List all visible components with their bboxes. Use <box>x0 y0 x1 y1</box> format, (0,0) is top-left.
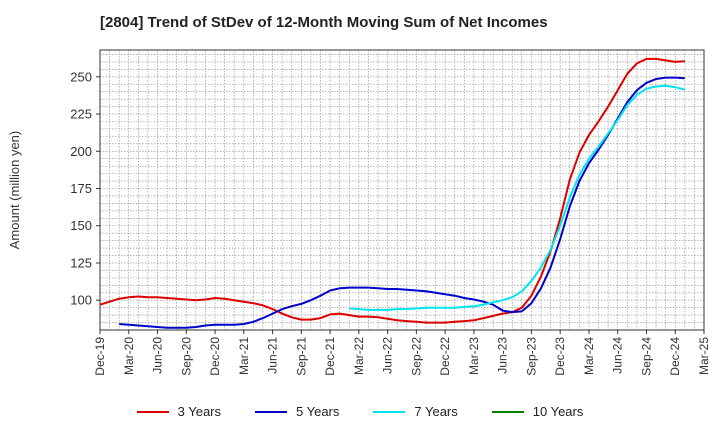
y-axis: 100 125 150 175 200 225 250 <box>70 69 100 308</box>
legend-item: 3 Years <box>136 404 221 419</box>
x-tick-label: Mar-23 <box>467 337 481 375</box>
x-tick-label: Jun-23 <box>496 337 510 374</box>
legend: 3 Years 5 Years 7 Years 10 Years <box>0 404 720 419</box>
legend-item: 7 Years <box>373 404 458 419</box>
x-tick-label: Sep-21 <box>294 337 308 376</box>
y-tick-label: 250 <box>70 69 92 84</box>
x-tick-label: Dec-21 <box>323 337 337 376</box>
x-tick-label: Sep-22 <box>409 337 423 376</box>
legend-label: 7 Years <box>414 404 458 419</box>
x-tick-label: Dec-22 <box>438 337 452 376</box>
x-tick-label: Sep-20 <box>179 337 193 376</box>
series-line-5-years <box>119 76 685 329</box>
y-tick-label: 175 <box>70 181 92 196</box>
series-line-3-years <box>99 57 685 324</box>
x-tick-label: Mar-21 <box>237 337 251 375</box>
legend-swatch <box>491 410 524 413</box>
series-line-7-years <box>349 84 686 311</box>
y-tick-label: 225 <box>70 107 92 122</box>
x-tick-label: Sep-23 <box>524 337 538 376</box>
x-axis: Dec-19 Mar-20 Jun-20 Sep-20 Dec-20 Mar-21 Jun-… <box>93 330 711 376</box>
y-tick-label: 125 <box>70 255 92 270</box>
y-tick-label: 200 <box>70 144 92 159</box>
x-tick-label: Mar-24 <box>582 337 596 375</box>
grid <box>100 50 704 330</box>
legend-label: 3 Years <box>177 404 221 419</box>
x-tick-label: Dec-19 <box>93 337 107 376</box>
y-tick-label: 100 <box>70 293 92 308</box>
y-axis-label: Amount (million yen) <box>7 131 22 250</box>
x-tick-label: Jun-24 <box>611 337 625 374</box>
legend-label: 10 Years <box>532 404 584 419</box>
x-tick-label: Dec-24 <box>668 337 682 376</box>
chart-title: [2804] Trend of StDev of 12-Month Moving… <box>100 14 548 31</box>
legend-swatch <box>255 410 287 413</box>
legend-item: 10 Years <box>491 404 584 419</box>
x-tick-label: Sep-24 <box>639 337 653 376</box>
x-tick-label: Mar-20 <box>122 337 136 375</box>
x-tick-label: Dec-20 <box>208 337 222 376</box>
x-tick-label: Dec-23 <box>553 337 567 376</box>
x-tick-label: Jun-21 <box>266 337 280 374</box>
legend-item: 5 Years <box>255 404 339 419</box>
plot-frame <box>99 49 705 331</box>
legend-swatch <box>136 410 169 413</box>
x-tick-label: Mar-25 <box>697 337 711 375</box>
legend-label: 5 Years <box>296 404 340 419</box>
y-tick-label: 150 <box>70 218 92 233</box>
series-lines <box>99 57 686 329</box>
x-tick-label: Jun-22 <box>381 337 395 374</box>
x-tick-label: Mar-22 <box>352 337 366 375</box>
x-tick-label: Jun-20 <box>151 337 165 374</box>
legend-swatch <box>373 410 406 413</box>
